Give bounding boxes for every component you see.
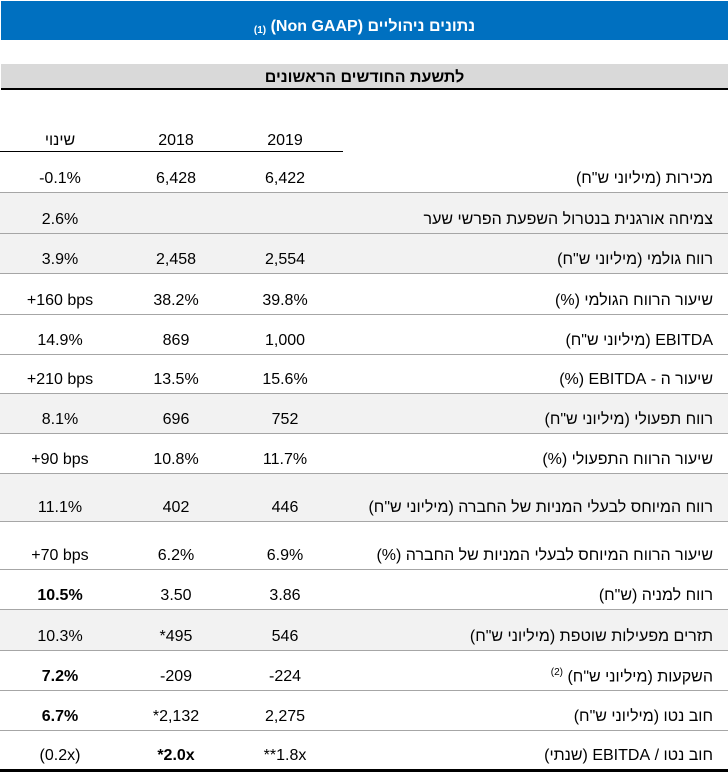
cell-y2019: 11.7% xyxy=(262,451,308,468)
cell-change: 14.9% xyxy=(37,332,83,349)
row-label: שיעור הרווח התפעולי (%) xyxy=(542,451,713,469)
cell-change: (0.2x) xyxy=(39,747,81,764)
table-row: חוב נטו (מיליוני ש"ח) 2,275 *2,132 6.7% xyxy=(0,691,728,731)
cell-y2018: 6.2% xyxy=(157,547,195,564)
cell-change: 10.3% xyxy=(37,628,83,645)
table-row: רווח תפעולי (מיליוני ש"ח) 752 696 8.1% xyxy=(0,394,728,434)
cell-y2019: 752 xyxy=(271,411,299,428)
cell-y2018: 2,458 xyxy=(155,251,197,268)
cell-y2018: *2.0x xyxy=(157,747,195,764)
cell-change: +70 bps xyxy=(31,547,89,564)
period-header: לתשעת החודשים הראשונים xyxy=(1,64,728,90)
cell-y2018: -209 xyxy=(159,668,193,685)
cell-y2018: 402 xyxy=(162,499,190,516)
footnote-marker: (2) xyxy=(550,666,563,678)
table-row: צמיחה אורגנית בנטרול השפעת הפרשי שער 2.6% xyxy=(0,193,728,234)
row-label: רווח למניה (ש"ח) xyxy=(599,587,713,605)
table-row: חוב נטו / EBITDA (שנתי) **1.8x *2.0x (0.2x) xyxy=(0,731,728,772)
cell-y2019: -224 xyxy=(268,668,302,685)
row-label-text: רווח המיוחס לבעלי המניות של החברה (מיליו… xyxy=(368,499,713,516)
row-label: מכירות (מיליוני ש"ח) xyxy=(576,170,713,188)
header-divider xyxy=(0,151,343,152)
cell-y2018: 38.2% xyxy=(153,292,199,309)
row-label-text: תזרים מפעילות שוטפת (מיליוני ש"ח) xyxy=(469,628,713,645)
row-label-text: מכירות (מיליוני ש"ח) xyxy=(575,170,713,187)
cell-y2019: 2,275 xyxy=(264,708,306,725)
row-label-text: השקעות (מיליוני ש"ח) xyxy=(567,668,713,685)
cell-y2018: 6,428 xyxy=(155,170,197,187)
column-header-change: שינוי xyxy=(44,132,76,149)
row-label: חוב נטו / EBITDA (שנתי) xyxy=(544,747,713,765)
row-label: שיעור הרווח הגולמי (%) xyxy=(555,292,713,310)
row-label-text: EBITDA (מיליוני ש"ח) xyxy=(565,332,713,349)
table-row: מכירות (מיליוני ש"ח) 6,422 6,428 -0.1% xyxy=(0,152,728,193)
table-row: תזרים מפעילות שוטפת (מיליוני ש"ח) 546 *495… xyxy=(0,610,728,651)
table-row: שיעור הרווח המיוחס לבעלי המניות של החברה… xyxy=(0,522,728,570)
row-label: צמיחה אורגנית בנטרול השפעת הפרשי שער xyxy=(424,211,713,229)
cell-y2019: 1,000 xyxy=(264,332,306,349)
cell-y2018: *2,132 xyxy=(152,708,200,725)
row-label-text: שיעור ה - EBITDA (%) xyxy=(559,371,713,388)
cell-change: 8.1% xyxy=(41,411,79,428)
cell-change: -0.1% xyxy=(39,170,81,187)
cell-y2018: *495 xyxy=(159,628,193,645)
column-header-2018: 2018 xyxy=(158,132,194,149)
title-text: נתונים ניהוליים (Non GAAP) xyxy=(270,18,476,35)
cell-y2019: **1.8x xyxy=(263,747,307,764)
row-label-text: שיעור הרווח התפעולי (%) xyxy=(542,451,713,468)
row-label: רווח המיוחס לבעלי המניות של החברה (מיליו… xyxy=(368,499,713,517)
table-row: רווח למניה (ש"ח) 3.86 3.50 10.5% xyxy=(0,570,728,610)
cell-y2018: 10.8% xyxy=(153,451,199,468)
row-label-text: שיעור הרווח המיוחס לבעלי המניות של החברה… xyxy=(376,547,713,564)
table-row: שיעור הרווח הגולמי (%) 39.8% 38.2% +160 bps xyxy=(0,274,728,315)
cell-y2018: 3.50 xyxy=(160,587,192,604)
report-title: נתונים ניהוליים (Non GAAP) (1) xyxy=(1,1,728,40)
cell-y2019: 39.8% xyxy=(262,292,308,309)
cell-y2019: 6,422 xyxy=(264,170,306,187)
table-row: שיעור ה - EBITDA (%) 15.6% 13.5% +210 bps xyxy=(0,355,728,394)
row-label: רווח תפעולי (מיליוני ש"ח) xyxy=(544,411,713,429)
table-row: השקעות (מיליוני ש"ח) (2) -224 -209 7.2% xyxy=(0,651,728,691)
cell-y2019: 3.86 xyxy=(269,587,301,604)
cell-change: 3.9% xyxy=(41,251,79,268)
cell-change: 10.5% xyxy=(37,587,83,604)
row-label: השקעות (מיליוני ש"ח) (2) xyxy=(551,667,713,686)
cell-change: 11.1% xyxy=(37,499,83,516)
row-label-text: חוב נטו / EBITDA (שנתי) xyxy=(544,747,713,764)
table-row: רווח גולמי (מיליוני ש"ח) 2,554 2,458 3.9% xyxy=(0,234,728,274)
row-label-text: רווח למניה (ש"ח) xyxy=(598,587,713,604)
cell-change: 2.6% xyxy=(41,211,79,228)
row-label: רווח גולמי (מיליוני ש"ח) xyxy=(557,251,713,269)
cell-y2019: 446 xyxy=(271,499,299,516)
cell-change: 7.2% xyxy=(41,668,79,685)
table-row: EBITDA (מיליוני ש"ח) 1,000 869 14.9% xyxy=(0,315,728,355)
cell-y2019: 15.6% xyxy=(262,371,308,388)
cell-y2019: 546 xyxy=(271,628,299,645)
cell-y2019: 2,554 xyxy=(264,251,306,268)
row-label: שיעור ה - EBITDA (%) xyxy=(559,371,713,389)
row-label: EBITDA (מיליוני ש"ח) xyxy=(565,332,713,350)
table-row: רווח המיוחס לבעלי המניות של החברה (מיליו… xyxy=(0,474,728,522)
row-label-text: חוב נטו (מיליוני ש"ח) xyxy=(573,708,713,725)
cell-change: +160 bps xyxy=(26,292,94,309)
row-label-text: רווח תפעולי (מיליוני ש"ח) xyxy=(544,411,713,428)
cell-y2019: 6.9% xyxy=(266,547,304,564)
cell-y2018: 13.5% xyxy=(153,371,199,388)
row-label-text: צמיחה אורגנית בנטרול השפעת הפרשי שער xyxy=(423,211,713,228)
cell-y2018: 869 xyxy=(162,332,190,349)
cell-change: 6.7% xyxy=(41,708,79,725)
row-label: שיעור הרווח המיוחס לבעלי המניות של החברה… xyxy=(376,547,713,565)
column-header-2019: 2019 xyxy=(267,132,303,149)
row-label: תזרים מפעילות שוטפת (מיליוני ש"ח) xyxy=(470,628,713,646)
row-label: חוב נטו (מיליוני ש"ח) xyxy=(574,708,713,726)
title-footnote: (1) xyxy=(253,25,267,36)
cell-change: +90 bps xyxy=(31,451,89,468)
cell-y2018: 696 xyxy=(162,411,190,428)
cell-change: +210 bps xyxy=(26,371,94,388)
row-label-text: שיעור הרווח הגולמי (%) xyxy=(555,292,713,309)
row-label-text: רווח גולמי (מיליוני ש"ח) xyxy=(557,251,713,268)
table-row: שיעור הרווח התפעולי (%) 11.7% 10.8% +90 bps xyxy=(0,434,728,474)
